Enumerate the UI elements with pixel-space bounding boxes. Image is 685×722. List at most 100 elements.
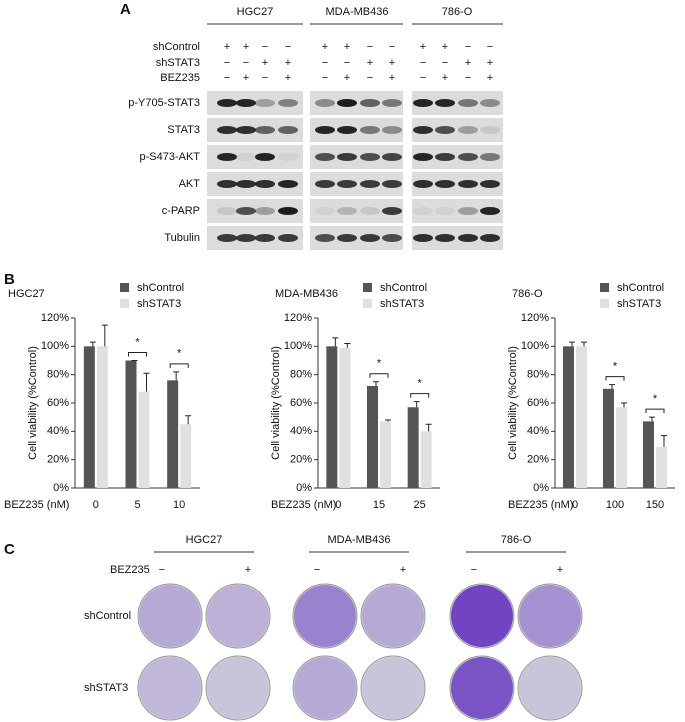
blot-band	[337, 207, 357, 215]
blot-band	[315, 180, 335, 188]
condition-sign: −	[389, 41, 395, 53]
blot-band	[255, 207, 275, 215]
row-label: shSTAT3	[84, 682, 128, 694]
blot-band	[413, 207, 433, 215]
dish-stain	[519, 657, 581, 719]
blot-band	[480, 207, 500, 215]
blot-band	[315, 126, 335, 134]
condition-sign: −	[420, 72, 426, 84]
bar	[563, 346, 574, 488]
protein-label: p-Y705-STAT3	[128, 97, 200, 109]
bar	[367, 386, 378, 488]
y-tick-label: 20%	[290, 454, 312, 466]
x-tick-label: 100	[606, 499, 624, 511]
bar	[420, 431, 432, 488]
blot-band	[360, 99, 380, 107]
blot-band	[278, 126, 298, 134]
dish-stain	[362, 657, 424, 719]
treatment-sign: −	[314, 564, 320, 576]
blot-band	[360, 180, 380, 188]
y-axis-label: Cell viability (%Control)	[270, 346, 282, 460]
blot-band	[217, 99, 237, 107]
y-axis-label: Cell viability (%Control)	[507, 346, 519, 460]
blot-band	[435, 180, 455, 188]
condition-sign: −	[420, 57, 426, 69]
y-tick-label: 20%	[47, 454, 69, 466]
bar	[656, 446, 667, 488]
blot-band	[382, 99, 402, 107]
blot-band	[435, 153, 455, 161]
blot-band	[236, 153, 256, 161]
y-tick-label: 0%	[533, 482, 549, 494]
cell-line-label: HGC27	[237, 6, 274, 18]
blot-band	[480, 153, 500, 161]
blot-band	[315, 153, 335, 161]
x-tick-label: 0	[93, 499, 99, 511]
dish	[292, 655, 358, 721]
condition-label: BEZ235	[160, 72, 200, 84]
blot-band	[413, 234, 433, 242]
blot-band	[413, 153, 433, 161]
blot-band	[360, 126, 380, 134]
bar	[603, 388, 614, 488]
condition-sign: −	[224, 57, 230, 69]
dish	[517, 655, 583, 721]
error-bar	[101, 324, 108, 347]
chart-title: MDA-MB436	[275, 288, 338, 300]
legend-swatch	[120, 283, 129, 292]
bar	[167, 380, 179, 488]
legend-swatch	[363, 299, 372, 308]
y-tick-label: 20%	[527, 454, 549, 466]
condition-sign: +	[285, 57, 291, 69]
protein-label: AKT	[179, 178, 201, 190]
condition-sign: −	[262, 72, 268, 84]
y-tick-label: 0%	[53, 482, 69, 494]
significance-bracket	[128, 352, 147, 357]
legend-swatch	[600, 283, 609, 292]
blot-band	[337, 180, 357, 188]
blot-band	[382, 207, 402, 215]
blot-band	[337, 153, 357, 161]
panel-label: A	[120, 1, 131, 18]
bar	[616, 407, 627, 488]
blot-band	[217, 153, 237, 161]
bar	[180, 424, 192, 488]
condition-sign: +	[420, 41, 426, 53]
x-tick-label: 0	[572, 499, 578, 511]
bar	[83, 346, 95, 488]
blot-band	[236, 180, 256, 188]
y-tick-label: 80%	[290, 369, 312, 381]
chart-title: 786-O	[512, 288, 543, 300]
dish-stain	[139, 585, 201, 647]
dish-stain	[362, 585, 424, 647]
blot-band	[458, 207, 478, 215]
blot-band	[278, 234, 298, 242]
blot-band	[435, 234, 455, 242]
condition-label: shControl	[153, 41, 200, 53]
significance-marker: *	[653, 393, 658, 405]
dish	[137, 655, 203, 721]
dish-stain	[139, 657, 201, 719]
legend-swatch	[120, 299, 129, 308]
dish	[205, 655, 271, 721]
error-bar	[143, 372, 150, 392]
protein-label: p-S473-AKT	[139, 151, 200, 163]
x-tick-label: 5	[134, 499, 140, 511]
error-bar	[621, 402, 627, 408]
error-bar	[385, 419, 391, 422]
condition-sign: −	[367, 72, 373, 84]
treatment-sign: +	[400, 564, 406, 576]
condition-sign: +	[344, 72, 350, 84]
condition-sign: +	[344, 41, 350, 53]
cell-line-label: HGC27	[186, 534, 223, 546]
y-tick-label: 100%	[521, 340, 549, 352]
chart-title: HGC27	[8, 288, 45, 300]
y-tick-label: 120%	[284, 312, 312, 324]
blot-band	[413, 99, 433, 107]
cell-line-label: 786-O	[501, 534, 532, 546]
significance-bracket	[605, 376, 625, 381]
dish-stain	[207, 657, 269, 719]
blot-band	[480, 180, 500, 188]
significance-marker: *	[613, 360, 618, 372]
condition-sign: +	[487, 57, 493, 69]
